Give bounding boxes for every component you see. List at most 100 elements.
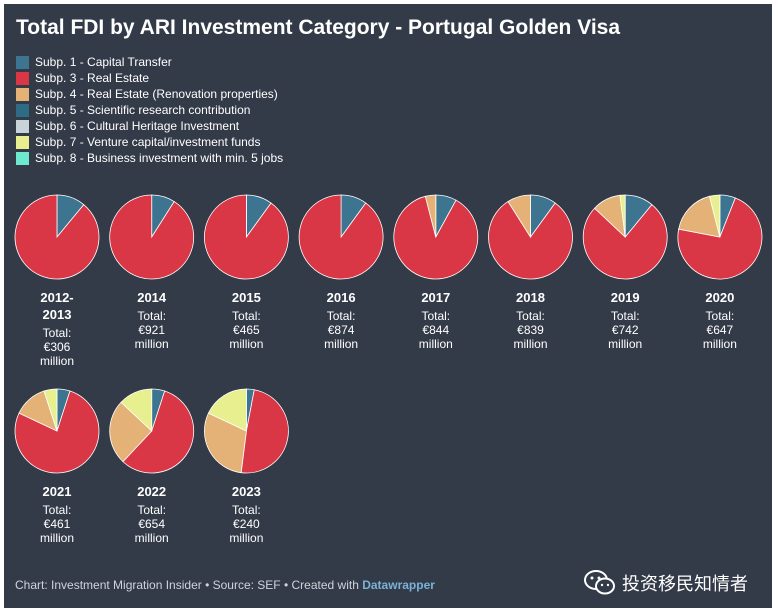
pie-grid — [14, 194, 763, 474]
pie-slice[interactable] — [393, 195, 479, 280]
pie-caption: 2019 Total: €742 million — [578, 289, 672, 351]
legend-label: Subp. 1 - Capital Transfer — [35, 55, 172, 69]
pie-slice[interactable] — [298, 194, 384, 280]
pie-year-label: 2022 — [137, 484, 167, 499]
pie-slice[interactable] — [109, 401, 153, 463]
pie-slice[interactable] — [204, 412, 247, 474]
datawrapper-link[interactable]: Datawrapper — [362, 578, 435, 592]
legend-item: Subp. 6 - Cultural Heritage Investment — [16, 118, 283, 134]
pie-total-label: Total: — [610, 309, 640, 323]
pie-total: Total: €240 million — [199, 503, 293, 545]
pie-total: Total: €654 million — [105, 503, 199, 545]
pie-year-label: 2021 — [42, 484, 72, 499]
legend-swatch — [16, 103, 29, 117]
pie-slice[interactable] — [619, 194, 626, 238]
pie-slice[interactable] — [14, 390, 100, 474]
pie-total-unit: million — [134, 337, 169, 351]
pie-slice[interactable] — [43, 388, 58, 432]
pie-slice[interactable] — [204, 194, 289, 280]
pie-total: Total: €461 million — [10, 503, 104, 545]
pie-total-value: €306 — [43, 340, 71, 354]
legend-swatch — [16, 119, 29, 133]
pie-year-label: 2023 — [231, 484, 261, 499]
pie-total-unit: million — [134, 531, 169, 545]
pie-total-unit: million — [418, 337, 453, 351]
pie-total: Total: €921 million — [105, 309, 199, 351]
pie-caption: 2017 Total: €844 million — [389, 289, 483, 351]
pie-total-label: Total: — [705, 309, 735, 323]
legend-item: Subp. 4 - Real Estate (Renovation proper… — [16, 86, 283, 102]
legend-swatch — [16, 55, 29, 69]
legend-swatch — [16, 151, 29, 165]
pie-total-unit: million — [608, 337, 643, 351]
pie-chart — [582, 194, 668, 280]
pie-total-value: €654 — [138, 517, 166, 531]
pie-total-label: Total: — [326, 309, 356, 323]
legend-item: Subp. 3 - Real Estate — [16, 70, 283, 86]
legend: Subp. 1 - Capital Transfer Subp. 3 - Real… — [16, 54, 283, 166]
pie-chart — [14, 388, 100, 474]
pie-chart — [109, 194, 195, 280]
pie-total-unit: million — [702, 337, 737, 351]
legend-swatch — [16, 71, 29, 85]
pie-total-value: €465 — [233, 323, 260, 337]
pie-slice[interactable] — [424, 194, 437, 238]
pie-caption: 2012- 2013 Total: €306 million — [10, 289, 104, 368]
pie-caption: 2018 Total: €839 million — [484, 289, 578, 351]
pie-caption: 2021 Total: €461 million — [10, 483, 104, 545]
pie-chart — [14, 194, 100, 280]
pie-slice[interactable] — [507, 194, 531, 239]
pie-caption: 2015 Total: €465 million — [199, 289, 293, 351]
chart-panel: Total FDI by ARI Investment Category - P… — [4, 4, 772, 608]
pie-chart — [393, 194, 479, 280]
chart-title: Total FDI by ARI Investment Category - P… — [16, 16, 621, 39]
pie-total: Total: €839 million — [484, 309, 578, 351]
pie-total-value: €240 — [233, 517, 260, 531]
pie-year-label: 2014 — [137, 290, 167, 305]
pie-slice[interactable] — [678, 195, 721, 238]
pie-slice[interactable] — [582, 204, 668, 280]
pie-year-label: 2015 — [231, 290, 261, 305]
pie-total-unit: million — [229, 531, 264, 545]
pie-total-label: Total: — [42, 503, 72, 517]
pie-slice[interactable] — [708, 194, 721, 238]
pie-total: Total: €647 million — [673, 309, 767, 351]
legend-item: Subp. 1 - Capital Transfer — [16, 54, 283, 70]
pie-caption: 2023 Total: €240 million — [199, 483, 293, 545]
pie-slice[interactable] — [240, 389, 289, 474]
watermark: 投资移民知情者 — [584, 570, 748, 596]
pie-slice[interactable] — [109, 194, 195, 280]
pie-chart — [204, 194, 289, 280]
pie-total: Total: €844 million — [389, 309, 483, 351]
pie-year-label: 2012- 2013 — [40, 290, 74, 322]
pie-year-label: 2017 — [421, 290, 451, 305]
pie-total-value: €647 — [706, 323, 734, 337]
pie-slice[interactable] — [120, 388, 153, 432]
legend-label: Subp. 7 - Venture capital/investment fun… — [35, 135, 261, 149]
pie-total-value: €839 — [517, 323, 544, 337]
pie-slice[interactable] — [488, 200, 573, 280]
pie-caption: 2014 Total: €921 million — [105, 289, 199, 351]
pie-slice[interactable] — [677, 197, 763, 280]
pie-year-label: 2019 — [610, 290, 640, 305]
footer-credit: Chart: Investment Migration Insider • So… — [15, 578, 359, 592]
pie-total: Total: €306 million — [10, 326, 104, 368]
pie-total-label: Total: — [137, 309, 167, 323]
pie-slice[interactable] — [207, 388, 247, 432]
legend-label: Subp. 8 - Business investment with min. … — [35, 151, 284, 165]
pie-slice[interactable] — [14, 194, 100, 280]
pie-slice[interactable] — [122, 390, 195, 474]
pie-total-value: €742 — [611, 323, 639, 337]
pie-year-label: 2016 — [326, 290, 356, 305]
pie-chart — [677, 194, 763, 280]
pie-chart — [298, 194, 384, 280]
pie-year-label: 2018 — [516, 290, 545, 305]
legend-swatch — [16, 87, 29, 101]
pie-total-label: Total: — [516, 309, 545, 323]
pie-caption: 2022 Total: €654 million — [105, 483, 199, 545]
legend-item: Subp. 5 - Scientific research contributi… — [16, 102, 283, 118]
pie-total-label: Total: — [42, 326, 72, 340]
legend-label: Subp. 5 - Scientific research contributi… — [35, 103, 251, 117]
legend-item: Subp. 8 - Business investment with min. … — [16, 150, 283, 166]
wechat-icon — [584, 570, 615, 595]
